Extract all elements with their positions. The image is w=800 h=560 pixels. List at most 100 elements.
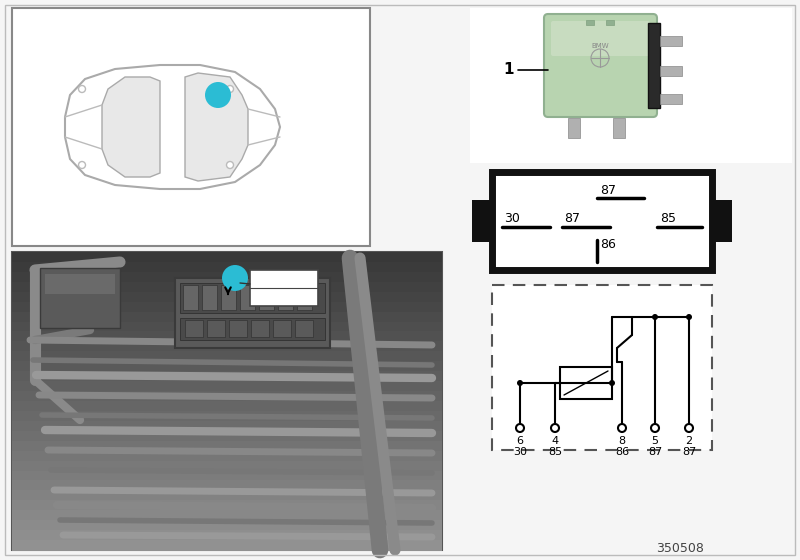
Text: 85: 85 — [660, 212, 676, 225]
Text: 87: 87 — [648, 447, 662, 457]
Bar — [12, 252, 442, 263]
Bar — [12, 262, 442, 273]
Circle shape — [78, 86, 86, 92]
Text: 87: 87 — [564, 212, 580, 225]
Bar — [175, 278, 330, 348]
Text: K6: K6 — [276, 273, 292, 287]
Bar — [12, 332, 442, 342]
Circle shape — [618, 424, 626, 432]
Bar — [660, 36, 682, 46]
Circle shape — [78, 161, 86, 169]
Circle shape — [222, 265, 248, 291]
Bar — [185, 320, 203, 337]
Circle shape — [685, 424, 693, 432]
Text: 85: 85 — [548, 447, 562, 457]
Text: 1: 1 — [503, 63, 514, 77]
Circle shape — [516, 424, 524, 432]
Bar — [660, 94, 682, 104]
Circle shape — [551, 424, 559, 432]
Bar — [12, 510, 442, 521]
Text: 6: 6 — [517, 436, 523, 446]
Bar — [12, 391, 442, 402]
Bar — [202, 285, 217, 310]
Bar — [12, 421, 442, 432]
Text: K6*1B: K6*1B — [265, 291, 303, 304]
Bar — [492, 285, 712, 450]
Text: 86: 86 — [600, 237, 616, 250]
Bar — [648, 23, 660, 108]
Bar — [12, 292, 442, 302]
Bar — [12, 401, 442, 412]
Text: 30: 30 — [513, 447, 527, 457]
Bar — [12, 441, 442, 452]
FancyBboxPatch shape — [544, 14, 657, 117]
Bar — [660, 66, 682, 76]
Circle shape — [651, 424, 659, 432]
Circle shape — [652, 314, 658, 320]
Circle shape — [517, 380, 523, 386]
Bar — [12, 491, 442, 501]
Bar — [12, 451, 442, 461]
Bar — [12, 361, 442, 372]
Bar — [12, 342, 442, 352]
Bar — [12, 431, 442, 442]
Bar — [12, 500, 442, 511]
Bar — [259, 285, 274, 310]
Text: 87: 87 — [682, 447, 696, 457]
Bar — [207, 320, 225, 337]
Bar — [180, 318, 325, 340]
Text: 8: 8 — [618, 436, 626, 446]
Bar — [251, 320, 269, 337]
Bar — [180, 283, 325, 313]
Bar — [12, 311, 442, 323]
Bar — [12, 371, 442, 382]
Polygon shape — [65, 65, 280, 189]
Text: 2: 2 — [686, 436, 693, 446]
Bar — [613, 118, 625, 138]
Circle shape — [226, 161, 234, 169]
Bar — [221, 285, 236, 310]
Bar — [606, 20, 614, 25]
Bar — [560, 367, 612, 399]
Bar — [12, 8, 370, 246]
Bar — [492, 172, 712, 270]
Bar — [12, 540, 442, 551]
Text: 87: 87 — [600, 184, 616, 197]
Bar — [12, 411, 442, 422]
Bar — [12, 351, 442, 362]
Bar — [297, 285, 312, 310]
Bar — [12, 302, 442, 312]
Bar — [712, 200, 732, 242]
FancyBboxPatch shape — [551, 21, 650, 56]
Bar — [40, 268, 120, 328]
Text: 86: 86 — [615, 447, 629, 457]
Text: 5: 5 — [651, 436, 658, 446]
Bar — [12, 272, 442, 283]
Bar — [12, 530, 442, 541]
Bar — [12, 252, 442, 550]
Text: 350508: 350508 — [656, 542, 704, 554]
Polygon shape — [102, 77, 160, 177]
Bar — [586, 20, 594, 25]
Bar — [250, 270, 318, 306]
Bar — [240, 285, 255, 310]
Bar — [278, 285, 293, 310]
Circle shape — [226, 86, 234, 92]
Text: 1: 1 — [230, 271, 240, 285]
Text: 4: 4 — [551, 436, 558, 446]
Bar — [12, 480, 442, 492]
Circle shape — [609, 380, 615, 386]
Bar — [492, 285, 712, 450]
Bar — [12, 381, 442, 392]
Bar — [295, 320, 313, 337]
Polygon shape — [185, 73, 248, 181]
Bar — [12, 460, 442, 472]
Bar — [229, 320, 247, 337]
Text: 30: 30 — [504, 212, 520, 225]
Circle shape — [205, 82, 231, 108]
Bar — [470, 8, 792, 163]
Bar — [12, 321, 442, 333]
Bar — [472, 200, 492, 242]
Bar — [273, 320, 291, 337]
Bar — [12, 520, 442, 531]
